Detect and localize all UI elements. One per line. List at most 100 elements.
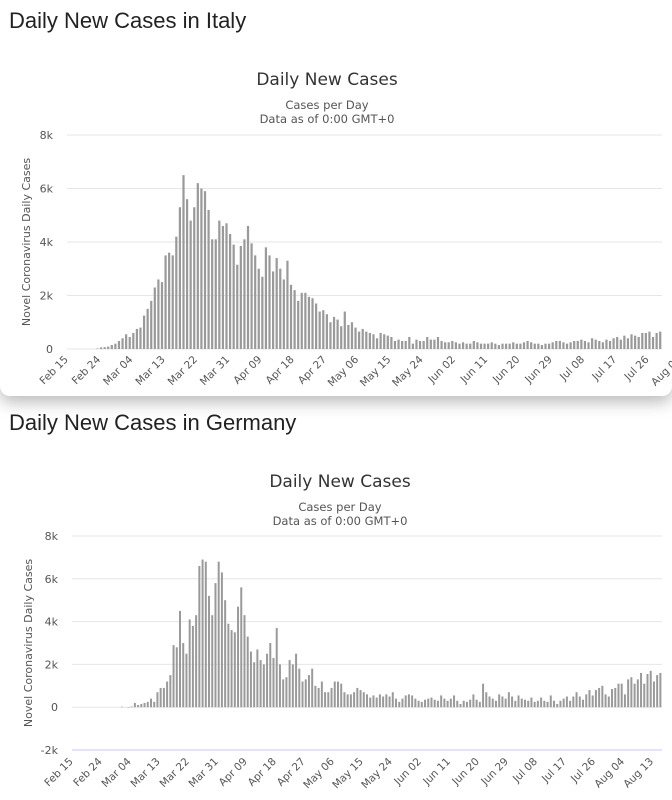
x-tick-label: Jun 11 xyxy=(458,354,491,387)
x-tick-label: Mar 04 xyxy=(99,755,134,790)
bar xyxy=(243,239,246,349)
bar xyxy=(254,255,257,349)
chart-title: Daily New Cases xyxy=(256,70,398,90)
y-tick-label: 6k xyxy=(45,573,59,586)
bar xyxy=(426,336,429,349)
bar xyxy=(424,699,427,708)
bar xyxy=(327,692,330,708)
bar xyxy=(204,561,207,708)
bar xyxy=(444,342,447,349)
bar xyxy=(139,327,142,349)
bar xyxy=(648,331,651,349)
bar xyxy=(446,700,449,708)
x-tick-label: Apr 18 xyxy=(264,354,297,387)
bar xyxy=(587,342,590,349)
bar xyxy=(565,343,569,349)
y-tick-label: 8k xyxy=(45,530,59,543)
bar xyxy=(140,703,143,708)
bar xyxy=(533,701,536,708)
bar xyxy=(522,342,526,349)
bar xyxy=(275,628,278,708)
bar xyxy=(228,233,232,349)
bar xyxy=(358,331,361,349)
x-tick-label: Mar 31 xyxy=(187,756,221,790)
bar xyxy=(418,340,422,349)
bar xyxy=(404,340,407,349)
x-tick-label: Jul 08 xyxy=(557,354,587,384)
bar xyxy=(627,679,630,708)
bar xyxy=(612,338,615,349)
bar xyxy=(536,700,539,708)
bar xyxy=(201,559,204,708)
bar xyxy=(208,595,211,708)
bar xyxy=(203,191,207,349)
bar xyxy=(268,255,271,349)
bar xyxy=(547,343,551,349)
bar xyxy=(128,336,131,349)
bar xyxy=(288,660,291,708)
x-tick-label: Mar 22 xyxy=(166,354,200,388)
bar xyxy=(146,308,149,349)
bar xyxy=(459,703,462,708)
bar xyxy=(332,316,336,349)
bar xyxy=(559,700,562,708)
bar xyxy=(293,290,296,349)
bar xyxy=(318,311,321,349)
bar xyxy=(214,239,217,349)
bar xyxy=(644,332,647,349)
bar xyxy=(456,700,459,708)
bar xyxy=(411,695,414,708)
bar xyxy=(398,701,401,708)
x-tick-label: Jun 29 xyxy=(478,756,511,789)
bar xyxy=(240,587,243,708)
bar xyxy=(237,606,240,708)
bar xyxy=(325,314,328,349)
y-tick-label: 2k xyxy=(40,290,54,303)
bar xyxy=(121,338,124,349)
bar xyxy=(601,342,604,349)
y-tick-label: 0 xyxy=(51,701,58,714)
x-tick-label: Jul 26 xyxy=(622,353,652,383)
bar xyxy=(652,681,655,708)
bar xyxy=(588,690,591,708)
bar xyxy=(295,653,298,708)
bar xyxy=(257,268,260,349)
bar xyxy=(591,695,594,708)
bar xyxy=(458,343,461,349)
bar xyxy=(329,322,332,349)
bar xyxy=(217,561,220,708)
bar xyxy=(565,696,568,708)
bar xyxy=(133,702,136,708)
bar xyxy=(637,336,640,349)
bar xyxy=(578,696,581,708)
bar xyxy=(454,342,458,349)
bar xyxy=(575,692,578,708)
x-tick-label: Mar 22 xyxy=(157,756,191,790)
bar xyxy=(646,674,649,708)
bar xyxy=(256,649,259,708)
x-tick-label: Aug 13 xyxy=(621,756,656,791)
bar xyxy=(272,657,275,708)
bar xyxy=(551,342,554,349)
x-tick-label: Mar 31 xyxy=(198,354,232,388)
bar xyxy=(311,298,314,349)
bar xyxy=(346,694,349,708)
bar xyxy=(608,340,612,349)
bar xyxy=(420,701,423,708)
bar xyxy=(146,701,149,708)
bar xyxy=(540,344,544,349)
bar xyxy=(527,700,530,708)
bar xyxy=(604,694,607,708)
bar xyxy=(494,700,497,708)
bar xyxy=(211,239,214,349)
bar xyxy=(127,706,130,708)
y-tick-label: 4k xyxy=(45,616,59,629)
bar xyxy=(285,677,288,708)
bar xyxy=(436,700,439,708)
bar xyxy=(479,343,483,349)
bar xyxy=(291,664,294,708)
bar xyxy=(322,310,325,349)
bar xyxy=(462,700,465,708)
chart-title: Daily New Cases xyxy=(269,472,411,492)
